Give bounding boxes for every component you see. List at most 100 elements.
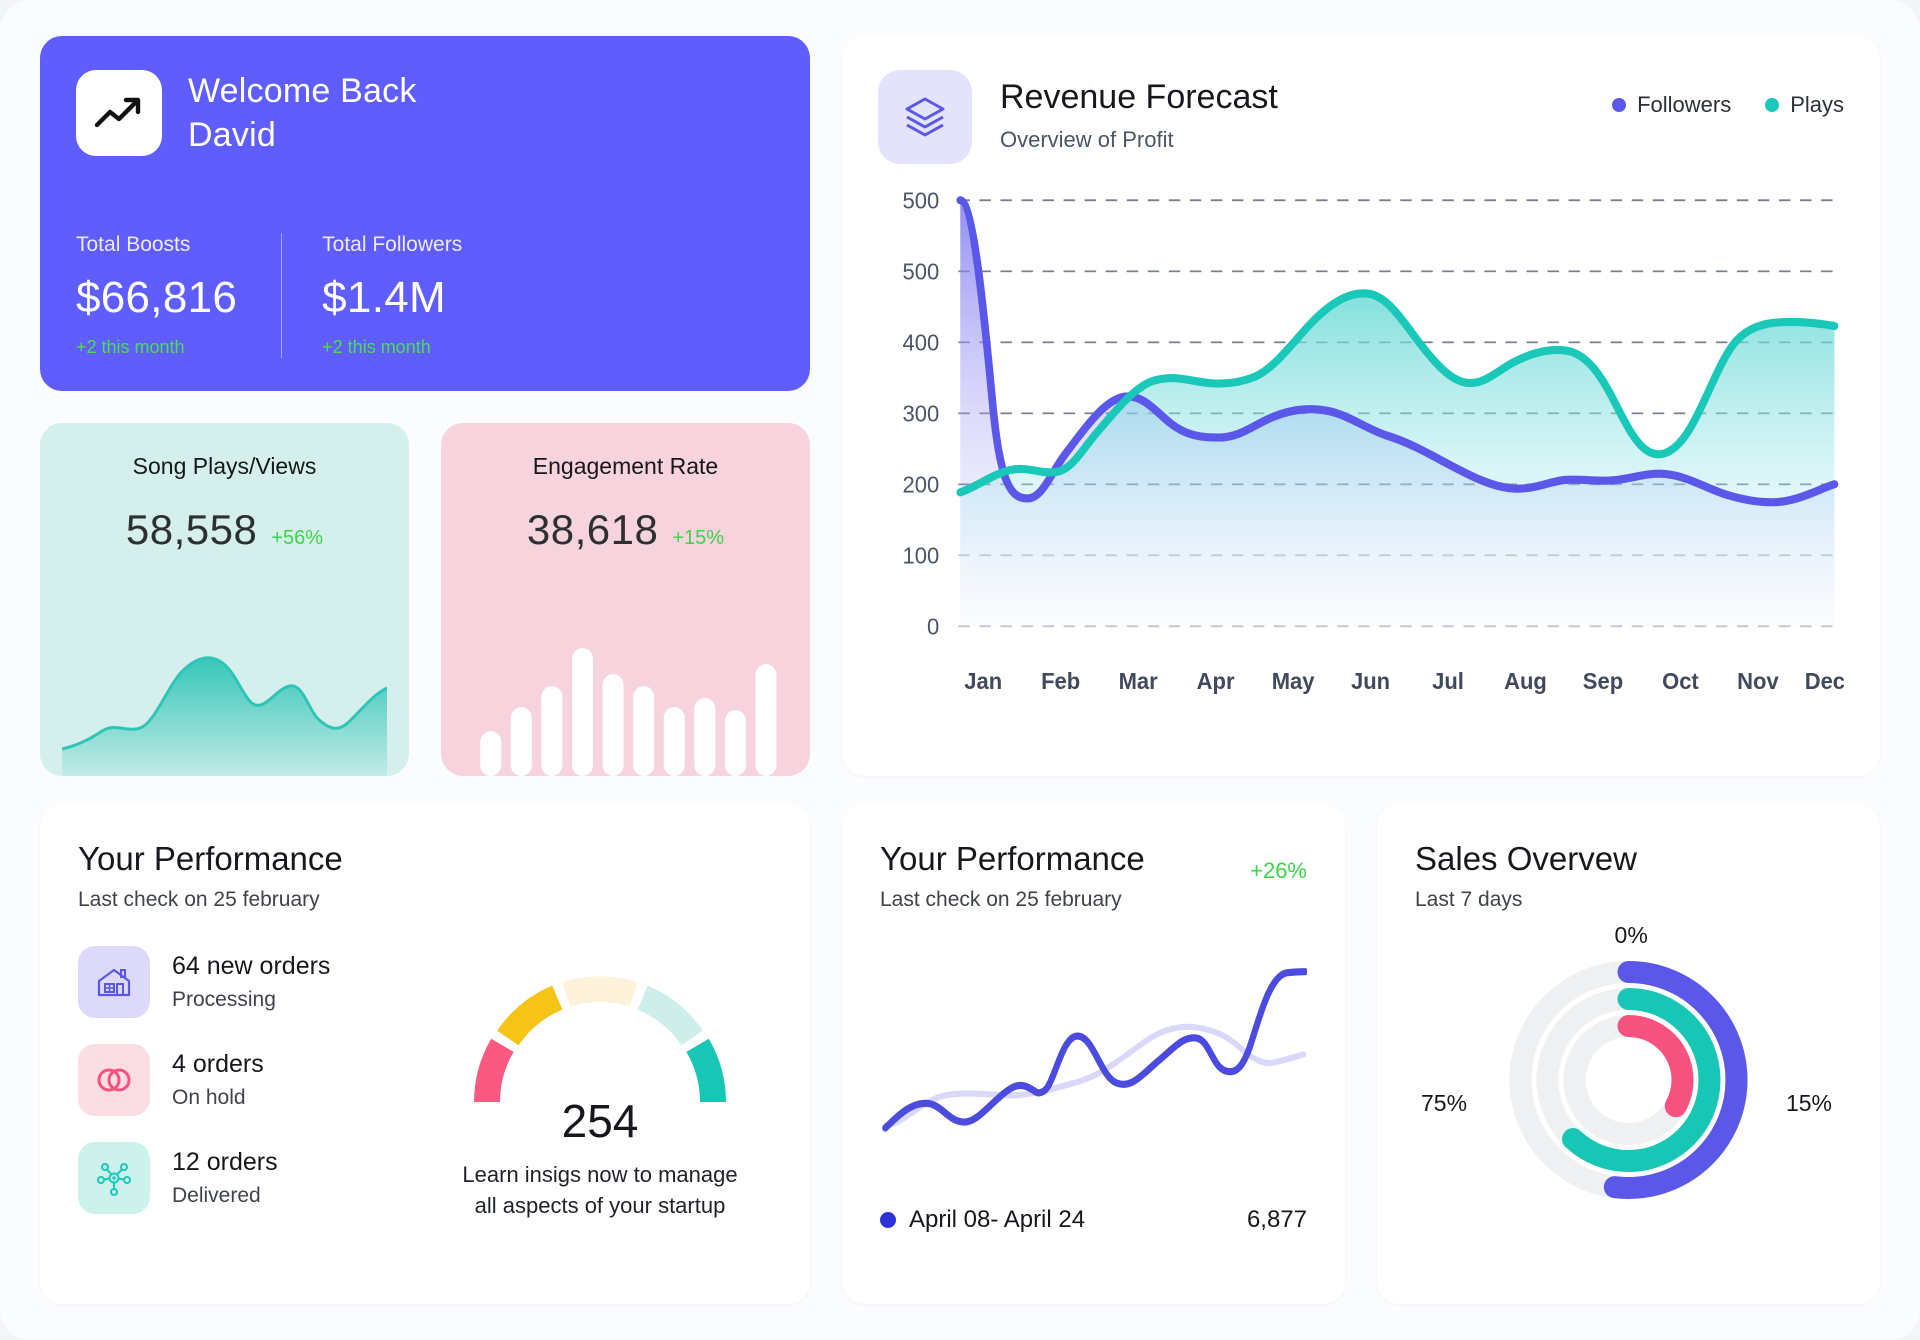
welcome-card: Welcome Back David Total Boosts $66,816 … — [40, 36, 810, 391]
sales-label-right: 15% — [1785, 1090, 1832, 1116]
performance-mid-delta: +26% — [1250, 858, 1307, 883]
legend-label-date-range: April 08- April 24 — [909, 1206, 1086, 1233]
x-tick-jun: Jun — [1351, 668, 1390, 695]
performance-mid-subtitle: Last check on 25 february — [880, 888, 1122, 911]
revenue-chart: 500 500 400 300 200 100 0 — [878, 182, 1846, 750]
welcome-header: Welcome Back David — [76, 70, 774, 157]
legend-label-followers: Followers — [1637, 92, 1732, 117]
stat-value: $66,816 — [76, 273, 238, 323]
sales-overview-title: Sales Overvew — [1415, 840, 1637, 877]
series-april-line — [882, 968, 1309, 1132]
svg-text:0: 0 — [927, 613, 939, 640]
performance-mid-value: 6,877 — [1246, 1206, 1307, 1233]
revenue-titles: Revenue Forecast Overview of Profit — [1000, 70, 1278, 153]
stat-delta: +2 this month — [76, 337, 185, 358]
x-tick-apr: Apr — [1197, 668, 1235, 695]
stat-total-boosts: Total Boosts $66,816 +2 this month — [76, 233, 281, 358]
order-main: 4 orders — [172, 1050, 264, 1078]
ring-value-outer — [1509, 961, 1748, 1199]
sales-radial-svg — [1509, 961, 1748, 1199]
legend-label-plays: Plays — [1790, 92, 1844, 117]
list-item[interactable]: 4 orders On hold — [78, 1044, 408, 1116]
song-plays-value: 58,558 — [125, 506, 258, 553]
svg-text:500: 500 — [903, 258, 940, 285]
sales-label-top: 0% — [1614, 922, 1648, 948]
series-previous-line — [882, 1023, 1307, 1130]
x-tick-dec: Dec — [1805, 668, 1844, 695]
engagement-value: 38,618 — [526, 506, 659, 553]
revenue-area-svg: 500 500 400 300 200 100 0 — [903, 187, 1846, 695]
performance-mid-footer: April 08- April 24 6,877 — [880, 1206, 1307, 1234]
legend-dot-date-range — [880, 1212, 896, 1228]
x-tick-oct: Oct — [1662, 668, 1699, 695]
performance-mid-title: Your Performance — [880, 840, 1145, 877]
engagement-delta: +15% — [672, 527, 725, 549]
house-icon — [78, 946, 150, 1018]
performance-card-left: Your Performance Last check on 25 februa… — [40, 804, 810, 1304]
gauge-svg — [474, 976, 726, 1103]
sales-radial-chart: 0% 75% 15% — [1415, 922, 1842, 1242]
gauge-caption-line-1: Learn insigs now to manage — [462, 1162, 738, 1187]
performance-mid-line-chart — [882, 968, 1309, 1132]
svg-text:200: 200 — [903, 471, 940, 498]
song-plays-values: 58,558 +56% — [62, 506, 387, 554]
order-main: 64 new orders — [172, 952, 331, 980]
revenue-y-axis: 500 500 400 300 200 100 0 — [903, 187, 940, 640]
gauge-segment-5 — [686, 1038, 726, 1103]
gauge-caption-line-2: all aspects of your startup — [474, 1192, 726, 1218]
list-item[interactable]: 64 new orders Processing — [78, 946, 408, 1018]
legend-item-plays[interactable]: Plays — [1765, 92, 1844, 118]
x-tick-jul: Jul — [1432, 668, 1464, 695]
song-plays-card: Song Plays/Views 58,558 +56% — [40, 423, 409, 776]
gauge-caption: Learn insigs now to manage all aspects o… — [462, 1160, 737, 1222]
stat-value: $1.4M — [322, 273, 446, 323]
x-tick-nov: Nov — [1737, 668, 1779, 695]
engagement-title: Engagement Rate — [532, 453, 719, 479]
trending-up-icon — [76, 70, 162, 156]
order-sub: Delivered — [172, 1184, 261, 1207]
gauge-segment-4 — [637, 985, 703, 1046]
gauge-value: 254 — [561, 1095, 639, 1147]
rings-icon — [78, 1044, 150, 1116]
welcome-title: Welcome Back David — [188, 70, 417, 157]
sales-overview-subtitle: Last 7 days — [1415, 888, 1523, 911]
engagement-rate-card: Engagement Rate 38,618 +15% — [441, 423, 810, 776]
svg-text:100: 100 — [903, 542, 940, 569]
revenue-header: Revenue Forecast Overview of Profit Foll… — [878, 70, 1844, 164]
svg-text:400: 400 — [903, 329, 940, 356]
performance-mid-legend: April 08- April 24 — [880, 1206, 1085, 1234]
stat-label: Total Followers — [322, 233, 463, 257]
series-plays-line — [956, 289, 1839, 497]
stat-total-followers: Total Followers $1.4M +2 this month — [281, 233, 506, 359]
revenue-forecast-card: Revenue Forecast Overview of Profit Foll… — [842, 36, 1880, 776]
stat-label: Total Boosts — [76, 233, 191, 257]
stat-delta: +2 this month — [322, 337, 431, 358]
performance-left-subtitle: Last check on 25 february — [78, 888, 320, 911]
x-tick-aug: Aug — [1504, 668, 1547, 695]
order-text: 12 orders Delivered — [172, 1148, 278, 1208]
welcome-line-1: Welcome Back — [188, 72, 417, 110]
x-tick-may: May — [1272, 668, 1315, 695]
x-tick-jan: Jan — [964, 668, 1002, 695]
gauge-segment-1 — [474, 1038, 514, 1103]
layers-icon — [878, 70, 972, 164]
song-plays-title: Song Plays/Views — [132, 453, 317, 479]
legend-dot-plays — [1765, 98, 1780, 112]
revenue-x-axis: Jan Feb Mar Apr May Jun Jul Aug Sep Oct … — [964, 668, 1845, 695]
network-icon — [78, 1142, 150, 1214]
welcome-stats: Total Boosts $66,816 +2 this month Total… — [76, 233, 774, 359]
gauge-segment-2 — [497, 985, 563, 1046]
legend-dot-followers — [1612, 98, 1627, 112]
x-tick-sep: Sep — [1583, 668, 1623, 695]
legend-item-followers[interactable]: Followers — [1612, 92, 1731, 118]
series-followers-line — [956, 196, 1839, 507]
performance-mid-titles: Your Performance Last check on 25 februa… — [880, 840, 1145, 912]
sales-overview-card: Sales Overvew Last 7 days 0% 75% 15% — [1377, 804, 1880, 1304]
song-plays-delta: +56% — [271, 527, 324, 549]
welcome-line-2: David — [188, 115, 276, 154]
order-sub: On hold — [172, 1086, 246, 1109]
revenue-legend: Followers Plays — [1612, 70, 1844, 118]
list-item[interactable]: 12 orders Delivered — [78, 1142, 408, 1214]
ring-value-inner — [1563, 1015, 1694, 1145]
song-plays-area-chart — [62, 656, 387, 776]
